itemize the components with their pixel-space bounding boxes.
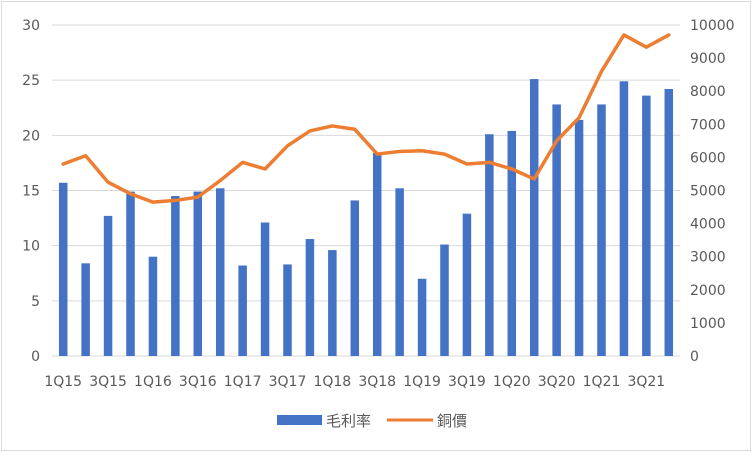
right-axis-tick-label: 4000 [690,217,726,233]
bar [529,79,539,357]
x-axis-tick-label: 3Q20 [538,374,576,390]
left-axis-tick-label: 15 [22,184,40,200]
line-path [61,33,671,204]
bar [597,104,606,356]
legend-label-line: 銅價 [437,412,467,430]
right-axis-tick-label: 6000 [690,150,726,166]
bar [283,264,292,356]
bar [440,244,449,356]
x-axis-tick-label: 3Q15 [89,374,127,390]
bar [619,81,629,357]
bar [507,130,517,356]
bar [58,182,68,356]
bar [642,95,651,356]
left-axis-tick-label: 30 [22,18,40,34]
bar [260,222,270,356]
x-axis-tick-label: 3Q19 [448,374,486,390]
gridlines [52,24,680,357]
left-axis-tick-label: 5 [31,294,40,310]
x-axis-tick-label: 3Q18 [358,374,396,390]
bar [395,188,404,356]
left-axis-tick-label: 0 [31,349,40,365]
x-axis-tick-label: 3Q16 [179,374,217,390]
right-axis-ticks: 0 1000 2000 3000 4000 5000 6000 7000 8000 9000 100… [690,18,735,365]
right-axis-tick-label: 9000 [690,51,726,67]
bar [328,250,337,356]
bar [462,213,472,356]
right-axis-tick-label: 7000 [690,117,726,133]
bar [148,256,158,356]
right-axis-tick-label: 3000 [690,250,726,266]
left-axis-tick-label: 25 [22,73,40,89]
x-axis-tick-label: 3Q21 [627,374,665,390]
bar [81,263,90,356]
x-axis-tick-label: 1Q19 [403,374,441,390]
bar [372,152,382,356]
x-axis-tick-label: 1Q20 [493,374,531,390]
left-axis-ticks: 0 5 10 15 20 25 30 [22,18,40,365]
right-axis-tick-label: 5000 [690,184,726,200]
x-axis-tick-label: 3Q17 [269,374,307,390]
bar [215,188,225,356]
x-axis-tick-label: 1Q21 [583,374,621,390]
bar [485,134,494,356]
right-axis-tick-label: 2000 [690,283,726,299]
right-axis-tick-label: 1000 [690,316,726,332]
right-axis-tick-label: 8000 [690,84,726,100]
bar [126,191,135,356]
line-series-copper-price [61,33,671,204]
bar [350,200,360,356]
left-axis-tick-label: 10 [22,239,40,255]
left-axis-tick-label: 20 [22,128,40,144]
legend: 毛利率 銅價 [277,412,467,430]
bar [103,215,113,356]
bar [574,119,584,357]
x-axis-ticks: 1Q15 3Q15 1Q16 3Q16 1Q17 3Q17 1Q18 3Q18 1Q19 3Q19… [44,374,665,390]
bar [193,191,203,356]
bar [238,265,247,356]
bar [664,88,674,356]
legend-swatch-bar [277,415,322,425]
x-axis-tick-label: 1Q18 [313,374,351,390]
legend-label-bar: 毛利率 [326,412,371,430]
right-axis-tick-label: 10000 [690,18,735,34]
right-axis-tick-label: 0 [690,349,699,365]
x-axis-tick-label: 1Q15 [44,374,82,390]
bar [552,104,561,356]
x-axis-tick-label: 1Q16 [134,374,172,390]
bar [171,196,180,356]
bar-series-gross-margin [58,79,674,357]
bar [417,278,427,356]
bar [305,239,315,356]
x-axis-tick-label: 1Q17 [224,374,262,390]
